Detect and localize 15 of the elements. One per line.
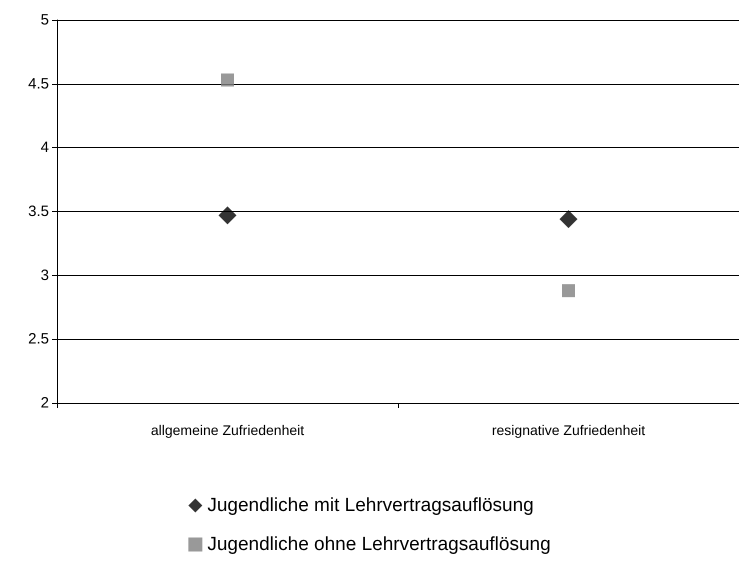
y-tick-label: 2.5 (28, 330, 49, 348)
point (221, 74, 234, 87)
y-tick-label: 3 (40, 266, 49, 284)
y-tick-label: 2 (40, 394, 49, 412)
y-tick-label: 4.5 (28, 75, 49, 92)
legend-label: Jugendliche ohne Lehrvertragsauflösung (207, 534, 551, 555)
x-tick-label: resignative Zufriedenheit (492, 422, 646, 438)
y-tick-label: 5 (40, 12, 49, 28)
legend-label: Jugendliche mit Lehrvertragsauflösung (207, 495, 534, 516)
y-tick-label: 3.5 (28, 203, 49, 220)
x-tick-label: allgemeine Zufriedenheit (150, 422, 304, 438)
point (562, 284, 575, 298)
point (218, 206, 236, 224)
point (560, 210, 578, 228)
y-tick-label: 4 (40, 139, 49, 156)
